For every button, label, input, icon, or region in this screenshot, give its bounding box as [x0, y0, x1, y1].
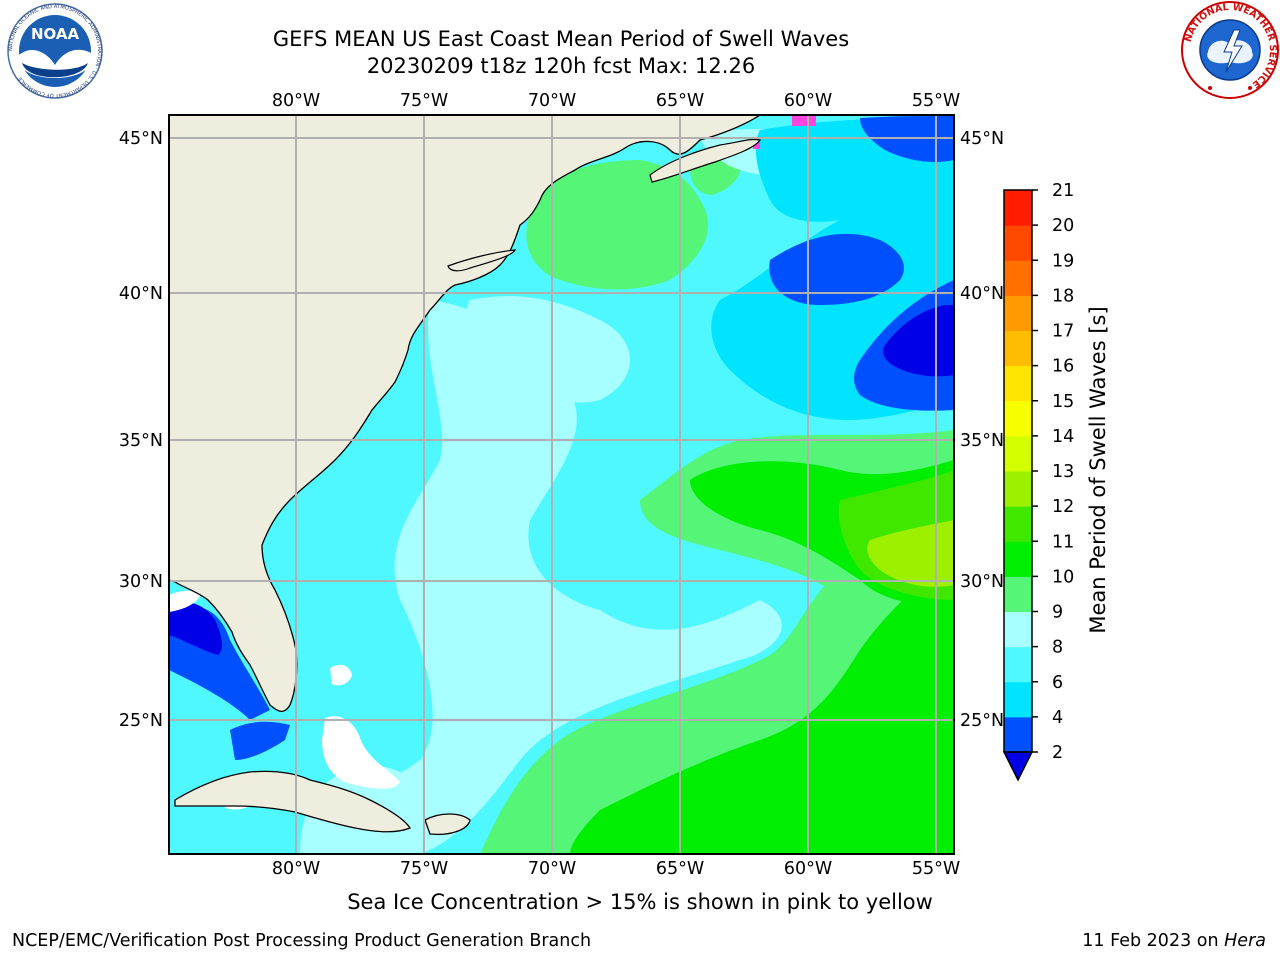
land-nova-scotia [649, 138, 761, 183]
lon-label: 75°W [400, 91, 448, 111]
colorbar-extend-min [1002, 751, 1034, 782]
colorbar-segment [1004, 225, 1032, 261]
lat-label: 45°N [119, 129, 163, 149]
lat-label: 35°N [119, 431, 163, 451]
colorbar-tick-label: 9 [1052, 603, 1063, 623]
lon-label: 60°W [784, 859, 832, 879]
colorbar-segment [1004, 471, 1032, 507]
lat-label: 30°N [119, 572, 163, 592]
map-frame [168, 114, 955, 855]
colorbar-tick-label: 10 [1052, 567, 1074, 587]
noaa-logo: NATIONAL OCEANIC AND ATMOSPHERIC ADMINIS… [7, 3, 103, 99]
lon-label: 80°W [272, 91, 320, 111]
lat-label: 25°N [960, 711, 1004, 731]
lon-label: 75°W [400, 859, 448, 879]
lon-labels-top: 80°W 75°W 70°W 65°W 60°W 55°W [272, 91, 960, 111]
colorbar-label: Mean Period of Swell Waves [s] [1086, 306, 1110, 633]
land-north-america [169, 115, 762, 713]
colorbar-tick-label: 6 [1052, 673, 1063, 693]
colorbar-tick-label: 2 [1052, 743, 1063, 763]
lon-label: 70°W [528, 859, 576, 879]
producer-credit: NCEP/EMC/Verification Post Processing Pr… [12, 931, 592, 951]
colorbar-segment [1004, 330, 1032, 367]
colorbar-segment [1004, 716, 1032, 753]
colorbar-tick-label: 12 [1052, 497, 1074, 517]
colorbar-segment [1004, 611, 1032, 648]
lon-labels-bottom: 80°W 75°W 70°W 65°W 60°W 55°W [272, 859, 960, 879]
swell-region-below-2s-gulf-of-mexico [169, 602, 222, 655]
colorbar-tick-label: 8 [1052, 638, 1063, 658]
colorbar-segment [1004, 506, 1032, 542]
swell-region-10-11s [570, 560, 954, 854]
colorbar-segment [1004, 646, 1032, 683]
lat-labels-left: 25°N 30°N 35°N 40°N 45°N [119, 129, 163, 731]
generation-date-text: 11 Feb 2023 on [1082, 931, 1225, 951]
lat-label: 30°N [960, 572, 1004, 592]
colorbar-segment [1004, 400, 1032, 437]
colorbar-tick-label: 4 [1052, 708, 1063, 728]
host-name: Hera [1224, 931, 1266, 951]
colorbar-segment [1004, 435, 1032, 472]
sea-ice-region [792, 116, 816, 126]
swell-region-8-9s [300, 300, 782, 854]
colorbar-segment [1004, 260, 1032, 296]
colorbar-tick-label: 16 [1052, 357, 1074, 377]
colorbar-segment [1004, 295, 1032, 331]
lon-label: 80°W [272, 859, 320, 879]
colorbar-tick-label: 21 [1052, 181, 1074, 201]
lat-labels-right: 25°N 30°N 35°N 40°N 45°N [960, 129, 1004, 731]
generation-date: 11 Feb 2023 on Hera [1082, 931, 1266, 951]
lat-label: 25°N [119, 711, 163, 731]
lat-label: 40°N [119, 284, 163, 304]
swell-region-2-4s [769, 233, 904, 305]
map-plot-area [169, 115, 954, 854]
swell-region-12s-max [867, 520, 954, 587]
masked-region-bahamas-north [330, 664, 352, 686]
colorbar-tick-label: 19 [1052, 251, 1074, 271]
lat-label: 45°N [960, 129, 1004, 149]
sea-ice-footnote: Sea Ice Concentration > 15% is shown in … [347, 890, 933, 914]
colorbar-segment [1004, 576, 1032, 612]
colorbar-segment [1004, 190, 1032, 226]
colorbar-tick-label: 14 [1052, 427, 1074, 447]
swell-region-8-9s-north [466, 296, 630, 403]
masked-region-bahamas [322, 716, 400, 789]
swell-region-9-10s-gulf-of-maine [526, 160, 709, 290]
colorbar-segment [1004, 541, 1032, 577]
colorbar-tick-label: 13 [1052, 462, 1074, 482]
colorbar: 2 4 6 8 9 10 11 12 13 14 15 16 17 18 19 20 21 [1002, 181, 1074, 782]
colorbar-segment [1004, 681, 1032, 718]
colorbar-tick-label: 17 [1052, 322, 1074, 342]
colorbar-segment [1004, 365, 1032, 402]
masked-region-gulf [169, 590, 200, 612]
lat-label: 35°N [960, 431, 1004, 451]
land-cuba [174, 770, 411, 833]
swell-region-2-4s-south-florida [230, 721, 290, 760]
colorbar-tick-label: 15 [1052, 392, 1074, 412]
lon-label: 70°W [528, 91, 576, 111]
national-weather-service-logo: NATIONAL WEATHER SERVICE [1181, 1, 1279, 99]
map-grid [169, 115, 954, 854]
colorbar-tick-label: 20 [1052, 216, 1074, 236]
lat-label: 40°N [960, 284, 1004, 304]
lon-label: 65°W [656, 91, 704, 111]
lon-label: 65°W [656, 859, 704, 879]
noaa-logo-text: NOAA [31, 25, 80, 43]
lon-label: 60°W [784, 91, 832, 111]
colorbar-tick-label: 11 [1052, 532, 1074, 552]
colorbar-tick-label: 18 [1052, 286, 1074, 306]
lon-label: 55°W [912, 859, 960, 879]
land-hispaniola [424, 813, 471, 836]
land-long-island [447, 249, 517, 272]
lon-label: 55°W [912, 91, 960, 111]
